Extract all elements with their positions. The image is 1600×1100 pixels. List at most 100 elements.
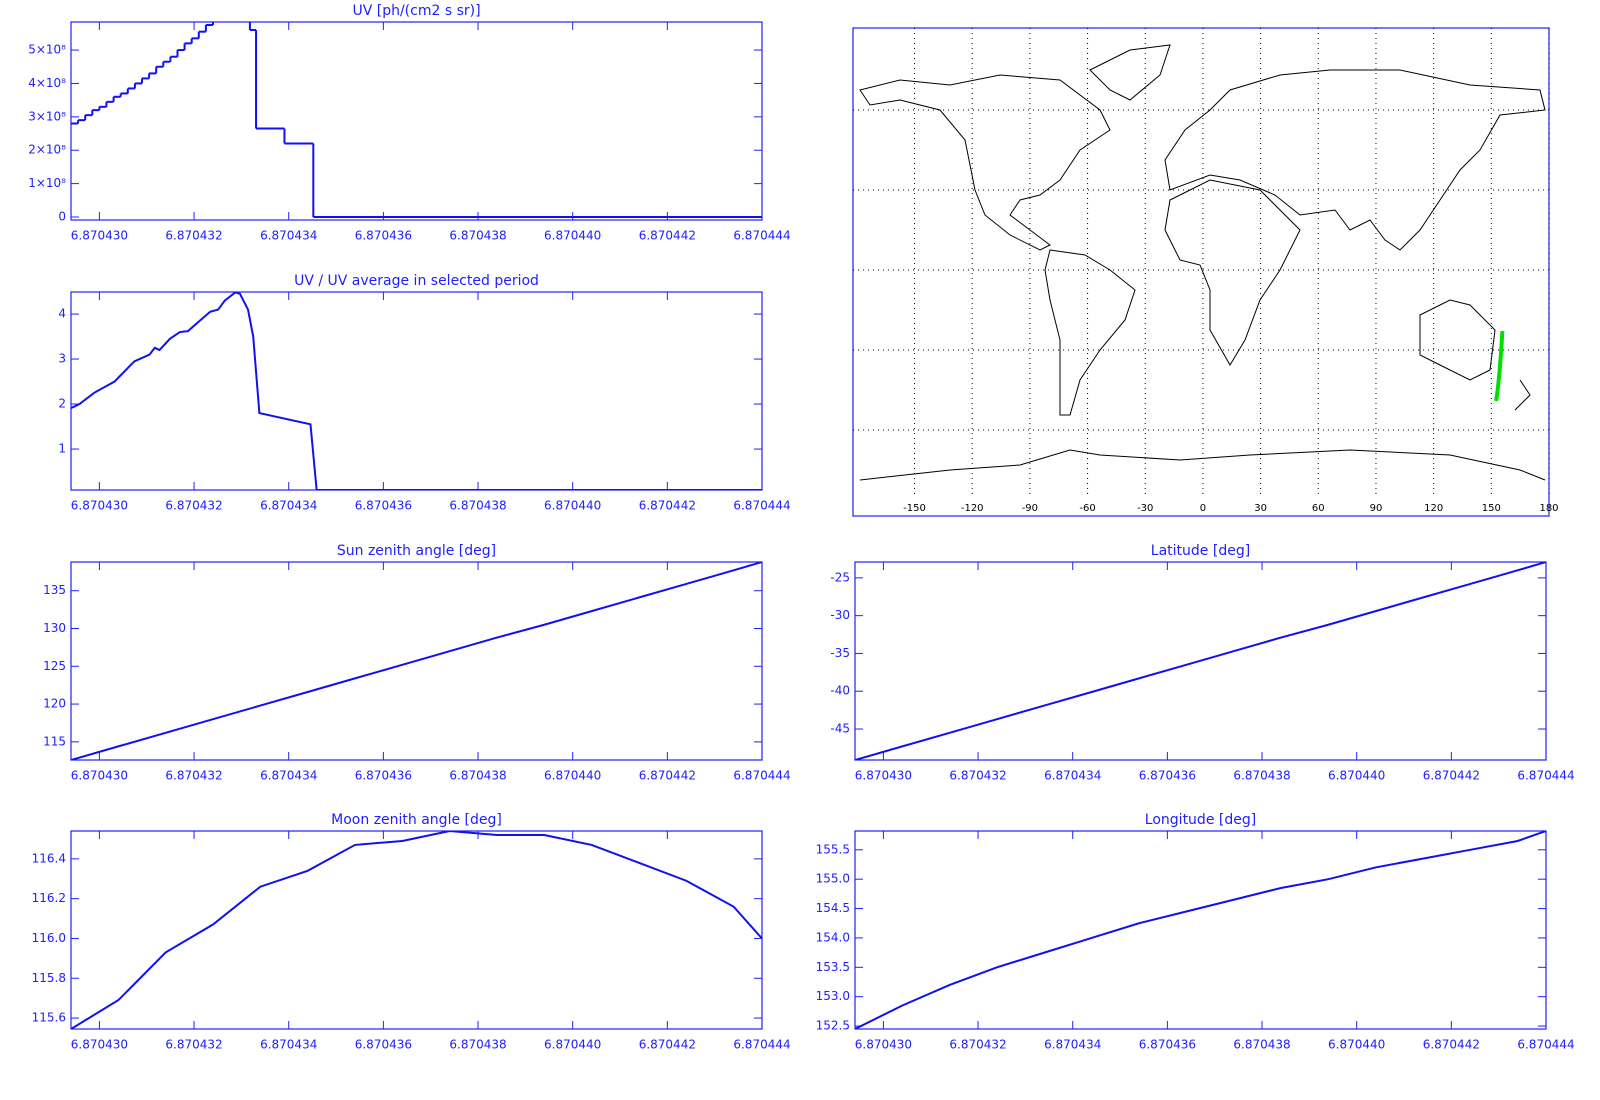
x-tick-label: 6.870432 <box>949 769 1006 783</box>
y-tick-label: 0 <box>58 209 66 223</box>
y-tick-label: 5×10⁸ <box>28 43 66 57</box>
x-tick-label: 6.870434 <box>260 229 317 243</box>
chart-title: UV [ph/(cm2 s sr)] <box>352 3 480 19</box>
y-tick-label: 115 <box>43 734 66 748</box>
x-tick-label: 6.870442 <box>639 229 696 243</box>
x-tick-label: 6.870444 <box>733 229 790 243</box>
y-tick-label: -40 <box>830 684 850 698</box>
plot-frame <box>70 830 763 1030</box>
y-tick-label: 154.5 <box>816 901 850 915</box>
x-tick-label: 6.870432 <box>165 229 222 243</box>
greenland <box>1089 44 1171 101</box>
plot-area <box>855 562 1546 760</box>
new-zealand <box>1514 379 1531 411</box>
x-tick-label: 6.870440 <box>544 769 601 783</box>
north-america <box>859 74 1111 251</box>
x-tick-label: 6.870442 <box>1423 1038 1480 1052</box>
x-tick-label: -90 <box>1022 503 1038 514</box>
x-tick-label: 6.870436 <box>1139 1038 1196 1052</box>
x-tick-label: 180 <box>1539 503 1558 514</box>
y-tick-label: 155.0 <box>816 872 850 886</box>
x-tick-label: 6.870444 <box>1517 1038 1574 1052</box>
x-tick-label: -30 <box>1137 503 1153 514</box>
y-tick-label: 4×10⁸ <box>28 76 66 90</box>
x-tick-label: 6.870436 <box>355 499 412 513</box>
x-tick-label: -60 <box>1079 503 1095 514</box>
y-tick-label: 2 <box>58 397 66 411</box>
y-tick-label: 2×10⁸ <box>28 143 66 157</box>
x-tick-label: 6.870432 <box>949 1038 1006 1052</box>
x-tick-label: 120 <box>1424 503 1443 514</box>
x-tick-label: 6.870444 <box>1517 769 1574 783</box>
y-tick-label: 155.5 <box>816 842 850 856</box>
chart-title: Sun zenith angle [deg] <box>337 543 496 559</box>
x-tick-label: 0 <box>1200 503 1206 514</box>
x-tick-label: 6.870434 <box>260 499 317 513</box>
y-tick-label: 130 <box>43 621 66 635</box>
x-tick-label: 6.870432 <box>165 769 222 783</box>
y-tick-label: -30 <box>830 608 850 622</box>
x-tick-label: 6.870430 <box>71 769 128 783</box>
x-tick-label: 6.870434 <box>1044 769 1101 783</box>
plot-frame <box>854 830 1547 1030</box>
x-tick-label: 6.870438 <box>449 769 506 783</box>
chart-title: Latitude [deg] <box>1151 543 1250 559</box>
y-tick-label: 116.4 <box>32 851 66 865</box>
y-tick-label: -25 <box>830 570 850 584</box>
x-tick-label: 6.870436 <box>1139 769 1196 783</box>
x-tick-label: 6.870436 <box>355 769 412 783</box>
x-tick-label: 6.870440 <box>544 499 601 513</box>
x-tick-label: 6.870442 <box>639 1038 696 1052</box>
eurasia <box>1164 69 1546 251</box>
x-tick-label: 6.870430 <box>855 769 912 783</box>
x-tick-label: 6.870436 <box>355 1038 412 1052</box>
x-tick-label: 6.870438 <box>1233 1038 1290 1052</box>
y-tick-label: -35 <box>830 646 850 660</box>
y-tick-label: 116.2 <box>32 891 66 905</box>
y-tick-label: 115.6 <box>32 1011 66 1025</box>
x-tick-label: 6.870442 <box>639 769 696 783</box>
y-tick-label: -45 <box>830 722 850 736</box>
x-tick-label: 6.870436 <box>355 229 412 243</box>
y-tick-label: 1×10⁸ <box>28 176 66 190</box>
y-tick-label: 3×10⁸ <box>28 109 66 123</box>
y-tick-label: 3 <box>58 352 66 366</box>
x-tick-label: 6.870440 <box>1328 1038 1385 1052</box>
coastlines <box>859 44 1546 481</box>
plot-frame <box>70 291 763 491</box>
plot-frame <box>70 561 763 761</box>
x-tick-label: 150 <box>1482 503 1501 514</box>
x-tick-label: 6.870438 <box>1233 769 1290 783</box>
data-line <box>855 562 1546 760</box>
x-tick-label: 6.870432 <box>165 1038 222 1052</box>
plot-area <box>71 562 762 760</box>
x-tick-label: 6.870438 <box>449 499 506 513</box>
x-tick-label: 6.870440 <box>544 1038 601 1052</box>
y-tick-label: 153.5 <box>816 960 850 974</box>
x-tick-label: 6.870438 <box>449 1038 506 1052</box>
y-tick-label: 1 <box>58 442 66 456</box>
plot-area <box>71 22 762 218</box>
x-tick-label: 6.870432 <box>165 499 222 513</box>
x-tick-label: 6.870430 <box>855 1038 912 1052</box>
x-tick-label: 6.870434 <box>260 769 317 783</box>
x-tick-label: 30 <box>1254 503 1267 514</box>
x-tick-label: 6.870430 <box>71 499 128 513</box>
data-line <box>71 292 762 490</box>
plot-frame <box>852 27 1550 517</box>
y-tick-label: 154.0 <box>816 930 850 944</box>
x-tick-label: 6.870434 <box>260 1038 317 1052</box>
y-tick-label: 152.5 <box>816 1019 850 1033</box>
satellite-track <box>1494 330 1505 402</box>
x-tick-label: 6.870438 <box>449 229 506 243</box>
y-tick-label: 115.8 <box>32 971 66 985</box>
chart-title: UV / UV average in selected period <box>294 273 539 289</box>
plot-area <box>1494 330 1505 402</box>
plot-area <box>71 292 762 490</box>
x-tick-label: 90 <box>1370 503 1383 514</box>
plot-area <box>855 831 1546 1029</box>
south-america <box>1044 249 1136 416</box>
x-tick-label: 6.870444 <box>733 499 790 513</box>
x-tick-label: 6.870440 <box>544 229 601 243</box>
